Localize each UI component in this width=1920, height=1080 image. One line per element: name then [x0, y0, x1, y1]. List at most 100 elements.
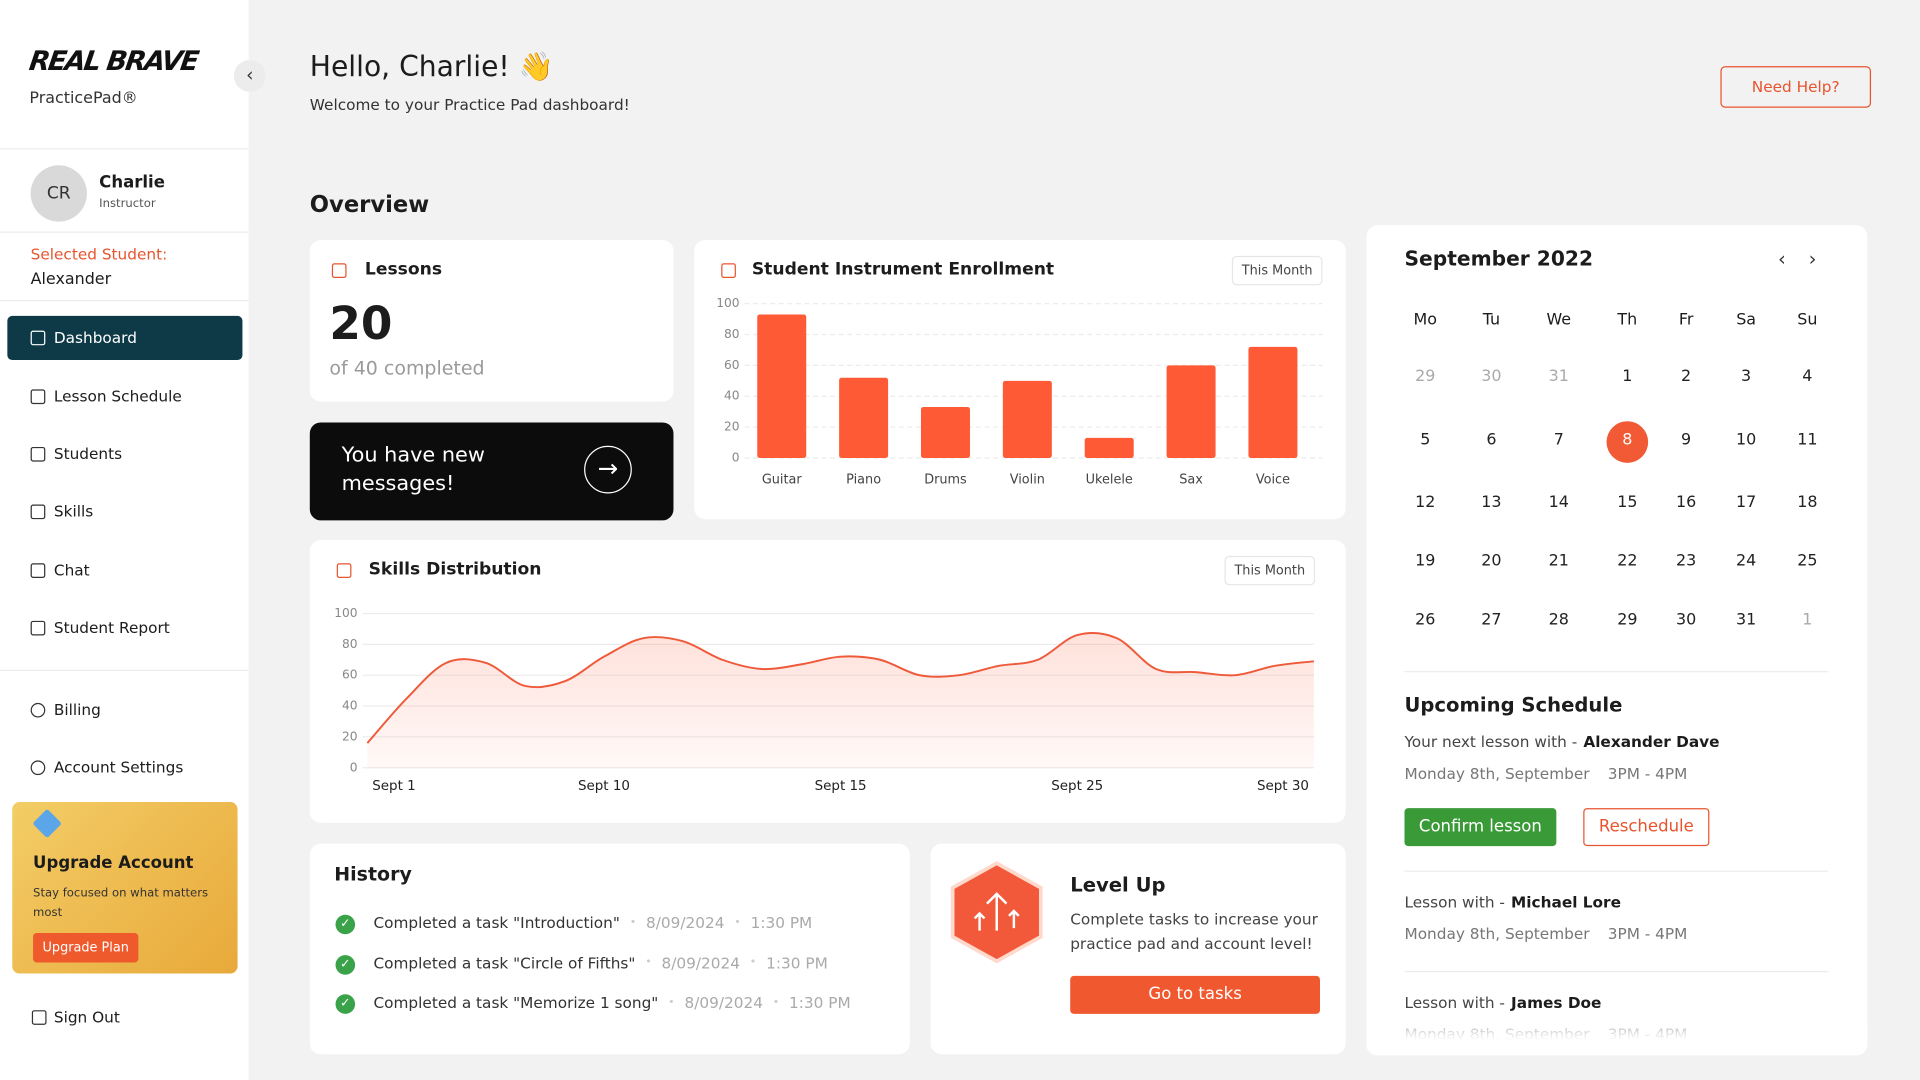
dot: • [668, 996, 675, 1009]
history-card [309, 843, 910, 1055]
calendar-day[interactable]: 5 [1420, 431, 1431, 450]
weekday: Mo [1413, 311, 1438, 330]
calendar-day[interactable]: 23 [1675, 552, 1697, 571]
calendar-day[interactable]: 3 [1741, 367, 1752, 386]
y-tick-label: 60 [724, 358, 740, 372]
calendar-day[interactable]: 15 [1617, 493, 1638, 512]
messages-text: You have new messages! [341, 443, 485, 496]
nav-label: Account Settings [53, 757, 184, 777]
subtitle: Welcome to your Practice Pad dashboard! [309, 95, 630, 114]
prev-month[interactable]: ‹ [1777, 247, 1786, 271]
calendar-day[interactable]: 26 [1415, 611, 1436, 630]
level-text: Complete tasks to increase your practice… [1070, 909, 1318, 953]
history-text: Completed a task "Circle of Fifths" [373, 953, 636, 972]
help-button[interactable]: Need Help? [1720, 66, 1872, 108]
calendar-day[interactable]: 1 [1802, 611, 1813, 630]
calendar-day[interactable]: 17 [1735, 493, 1757, 512]
calendar-day[interactable]: 19 [1415, 552, 1436, 571]
calendar-day[interactable]: 4 [1802, 367, 1813, 386]
calendar-day[interactable]: 29 [1617, 611, 1638, 630]
calendar-day[interactable]: 9 [1681, 431, 1692, 450]
calendar-day[interactable]: 29 [1415, 367, 1436, 386]
nav-label: Student Report [53, 618, 170, 637]
y-tick-label: 40 [342, 699, 358, 713]
divider [0, 300, 249, 302]
messages-arrow[interactable]: → [584, 445, 632, 494]
bar [757, 314, 807, 458]
period-chip[interactable]: This Month [1224, 555, 1316, 586]
dot: • [772, 996, 780, 1009]
history-date: 8/09/2024 [661, 953, 741, 972]
calendar-day[interactable]: 31 [1735, 611, 1757, 630]
calendar-day[interactable]: 10 [1735, 431, 1757, 450]
calendar-day[interactable]: 7 [1553, 431, 1564, 450]
history-text: Completed a task "Introduction" [373, 913, 620, 932]
calendar-day[interactable]: 24 [1735, 552, 1757, 571]
calendar-day[interactable]: 8 [1622, 431, 1633, 450]
y-tick-label: 80 [724, 327, 740, 341]
calendar-day[interactable]: 31 [1548, 367, 1569, 386]
icon [336, 563, 352, 578]
bar [1084, 437, 1134, 458]
card-title: Level Up [1070, 873, 1166, 897]
calendar-day[interactable]: 22 [1617, 552, 1638, 571]
calendar-day[interactable]: 14 [1548, 493, 1569, 512]
bar [839, 377, 889, 458]
dot: • [645, 956, 652, 969]
history-date: 8/09/2024 [646, 913, 725, 932]
weekday: Fr [1678, 311, 1694, 330]
period-chip[interactable]: This Month [1231, 255, 1323, 286]
tasks-button[interactable]: Go to tasks [1070, 975, 1320, 1014]
lesson-time: 3PM - 4PM [1607, 924, 1688, 943]
icon [30, 389, 46, 405]
calendar-day[interactable]: 30 [1675, 611, 1697, 630]
nav-label: Skills [53, 502, 94, 521]
lesson-with: Lesson with - Michael Lore [1404, 893, 1620, 911]
divider [0, 669, 249, 672]
lesson-date: Monday 8th, September [1404, 924, 1590, 943]
calendar-day[interactable]: 16 [1675, 493, 1697, 512]
collapse-button[interactable]: ‹ [233, 60, 266, 92]
icon [30, 760, 46, 776]
sign-out[interactable]: Sign Out [53, 1007, 120, 1027]
calendar-day[interactable]: 27 [1481, 611, 1502, 630]
x-tick-label: Ukelele [1086, 473, 1133, 488]
x-tick-label: Sept 25 [1051, 779, 1103, 794]
calendar-day[interactable]: 1 [1622, 367, 1633, 386]
x-tick-label: Violin [1010, 473, 1045, 488]
calendar-day[interactable]: 12 [1415, 493, 1436, 512]
calendar-day[interactable]: 20 [1481, 552, 1502, 571]
greeting: Hello, Charlie! 👋 [309, 51, 554, 84]
confirm-button[interactable]: Confirm lesson [1404, 808, 1557, 847]
reschedule-button[interactable]: Reschedule [1583, 808, 1710, 847]
calendar-day[interactable]: 18 [1797, 493, 1818, 512]
calendar-day[interactable]: 2 [1681, 367, 1692, 386]
x-tick-label: Drums [924, 473, 967, 488]
next-month[interactable]: › [1808, 247, 1817, 271]
calendar-day[interactable]: 11 [1797, 431, 1818, 450]
logo: REAL BRAVE [27, 46, 200, 78]
calendar-day[interactable]: 13 [1481, 493, 1502, 512]
calendar-day[interactable]: 6 [1486, 431, 1497, 450]
nav-item[interactable] [7, 315, 243, 360]
calendar-day[interactable]: 25 [1797, 552, 1818, 571]
calendar-day[interactable]: 28 [1548, 611, 1569, 630]
icon [30, 504, 46, 520]
upgrade-button[interactable]: Upgrade Plan [33, 933, 139, 963]
weekday: Sa [1736, 311, 1757, 330]
bar [1002, 380, 1052, 458]
dot: • [629, 916, 637, 929]
icon [721, 263, 736, 278]
y-tick-label: 0 [350, 760, 358, 774]
history-date: 8/09/2024 [684, 993, 763, 1012]
icon [30, 563, 46, 578]
fade [1366, 1021, 1868, 1056]
calendar-day[interactable]: 21 [1548, 552, 1569, 571]
area [367, 632, 1314, 768]
calendar-day[interactable]: 30 [1481, 367, 1502, 386]
history-time: 1:30 PM [789, 993, 851, 1012]
selected-student: Alexander [30, 270, 112, 289]
history-time: 1:30 PM [766, 953, 828, 972]
